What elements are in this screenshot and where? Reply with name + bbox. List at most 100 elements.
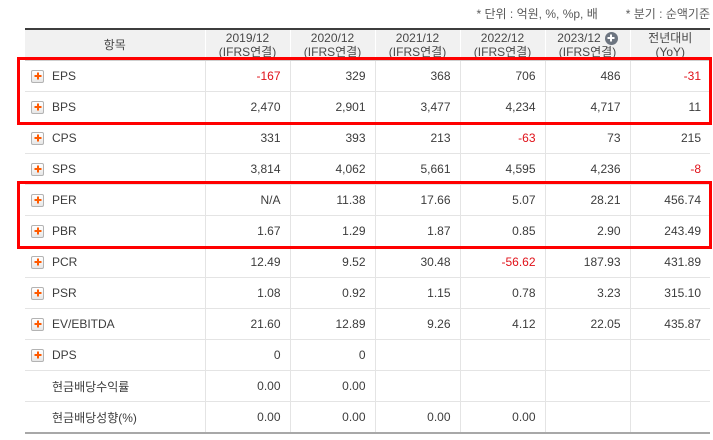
cell-value: 0.00 (204, 370, 290, 402)
cell-value: 0.00 (204, 401, 290, 434)
add-column-icon[interactable] (604, 31, 618, 45)
basis-note: * 분기 : 순액기준 (625, 7, 710, 21)
cell-value: 12.89 (289, 308, 375, 340)
row-label-cell: PER (25, 184, 205, 216)
cell-value: 1.87 (374, 215, 460, 247)
valuation-table: 항목 2019/12 (IFRS연결) 2020/12 (IFRS연결) 2021/12… (25, 28, 710, 434)
cell-value: 3,814 (204, 153, 290, 185)
row-label: PBR (52, 224, 77, 238)
cell-value: 187.93 (544, 246, 630, 278)
cell-value: 2,470 (204, 91, 290, 123)
table-row: PER N/A 11.38 17.66 5.07 28.21 456.74 (25, 184, 710, 216)
expand-plus-icon[interactable] (31, 255, 44, 269)
row-label-cell: EPS (25, 60, 205, 92)
expand-plus-icon[interactable] (31, 348, 44, 362)
cell-value: 215 (629, 122, 710, 154)
cell-value: 213 (374, 122, 460, 154)
table-row: DPS 0 0 (25, 339, 710, 371)
cell-value: 21.60 (204, 308, 290, 340)
cell-value: 0.92 (289, 277, 375, 309)
column-period: 2019/12 (225, 31, 270, 45)
cell-value: 4,717 (544, 91, 630, 123)
table-row: 현금배당수익률 0.00 0.00 (25, 370, 710, 402)
cell-value: N/A (204, 184, 290, 216)
row-label: PSR (52, 286, 77, 300)
column-header: 2020/12 (IFRS연결) (289, 28, 375, 61)
expand-plus-icon[interactable] (31, 224, 44, 238)
table-row: BPS 2,470 2,901 3,477 4,234 4,717 11 (25, 91, 710, 123)
row-label: SPS (52, 162, 77, 176)
cell-value: 22.05 (544, 308, 630, 340)
column-header: 2019/12 (IFRS연결) (204, 28, 290, 61)
cell-value: -63 (459, 122, 545, 154)
cell-value: 0.00 (459, 401, 545, 434)
cell-value: 30.48 (374, 246, 460, 278)
valuation-table-wrap: 항목 2019/12 (IFRS연결) 2020/12 (IFRS연결) 2021/12… (17, 28, 712, 434)
cell-value: 11 (629, 91, 710, 123)
expand-plus-icon[interactable] (31, 100, 44, 114)
cell-value (544, 401, 630, 434)
cell-value: 5,661 (374, 153, 460, 185)
cell-value: 4,236 (544, 153, 630, 185)
column-basis: (IFRS연결) (558, 45, 617, 59)
cell-value: 431.89 (629, 246, 710, 278)
cell-value: 243.49 (629, 215, 710, 247)
cell-value: 0.85 (459, 215, 545, 247)
cell-value: 0.00 (289, 370, 375, 402)
column-header: 전년대비 (YoY) (629, 28, 710, 61)
table-row: CPS 331 393 213 -63 73 215 (25, 122, 710, 154)
cell-value: 315.10 (629, 277, 710, 309)
table-row: SPS 3,814 4,062 5,661 4,595 4,236 -8 (25, 153, 710, 185)
expand-plus-icon[interactable] (31, 286, 44, 300)
cell-value (544, 339, 630, 371)
row-label: 현금배당성향(%) (52, 410, 137, 425)
cell-value: 2.90 (544, 215, 630, 247)
expand-plus-icon[interactable] (31, 162, 44, 176)
row-label: 현금배당수익률 (52, 379, 130, 394)
row-label-cell: PCR (25, 246, 205, 278)
cell-value: 3.23 (544, 277, 630, 309)
expand-plus-icon[interactable] (31, 131, 44, 145)
row-label: CPS (52, 131, 77, 145)
column-basis: (IFRS연결) (303, 45, 362, 59)
table-row: PSR 1.08 0.92 1.15 0.78 3.23 315.10 (25, 277, 710, 309)
cell-value: 1.29 (289, 215, 375, 247)
column-period: 전년대비 (648, 31, 693, 45)
row-label-cell: PBR (25, 215, 205, 247)
cell-value: -56.62 (459, 246, 545, 278)
row-label-cell: BPS (25, 91, 205, 123)
cell-value (629, 401, 710, 434)
cell-value: -31 (629, 60, 710, 92)
cell-value: 706 (459, 60, 545, 92)
cell-value (544, 370, 630, 402)
cell-value (374, 339, 460, 371)
cell-value: 4.12 (459, 308, 545, 340)
cell-value: 28.21 (544, 184, 630, 216)
cell-value: 17.66 (374, 184, 460, 216)
cell-value: -167 (204, 60, 290, 92)
cell-value (374, 370, 460, 402)
cell-value: 5.07 (459, 184, 545, 216)
cell-value: 2,901 (289, 91, 375, 123)
row-label: PER (52, 193, 77, 207)
cell-value: -8 (629, 153, 710, 185)
cell-value: 0.00 (289, 401, 375, 434)
row-label-cell: PSR (25, 277, 205, 309)
cell-value: 486 (544, 60, 630, 92)
cell-value: 1.15 (374, 277, 460, 309)
expand-plus-icon[interactable] (31, 69, 44, 83)
column-basis: (IFRS연결) (473, 45, 532, 59)
row-label: EPS (52, 69, 77, 83)
expand-plus-icon[interactable] (31, 317, 44, 331)
column-period: 2021/12 (395, 31, 440, 45)
column-basis: (IFRS연결) (388, 45, 447, 59)
cell-value: 1.08 (204, 277, 290, 309)
row-label: DPS (52, 348, 77, 362)
column-basis: (IFRS연결) (218, 45, 277, 59)
cell-value: 393 (289, 122, 375, 154)
expand-plus-icon[interactable] (31, 193, 44, 207)
cell-value: 0.00 (374, 401, 460, 434)
table-header-row: 항목 2019/12 (IFRS연결) 2020/12 (IFRS연결) 2021/12… (25, 28, 710, 61)
cell-value: 331 (204, 122, 290, 154)
cell-value: 11.38 (289, 184, 375, 216)
